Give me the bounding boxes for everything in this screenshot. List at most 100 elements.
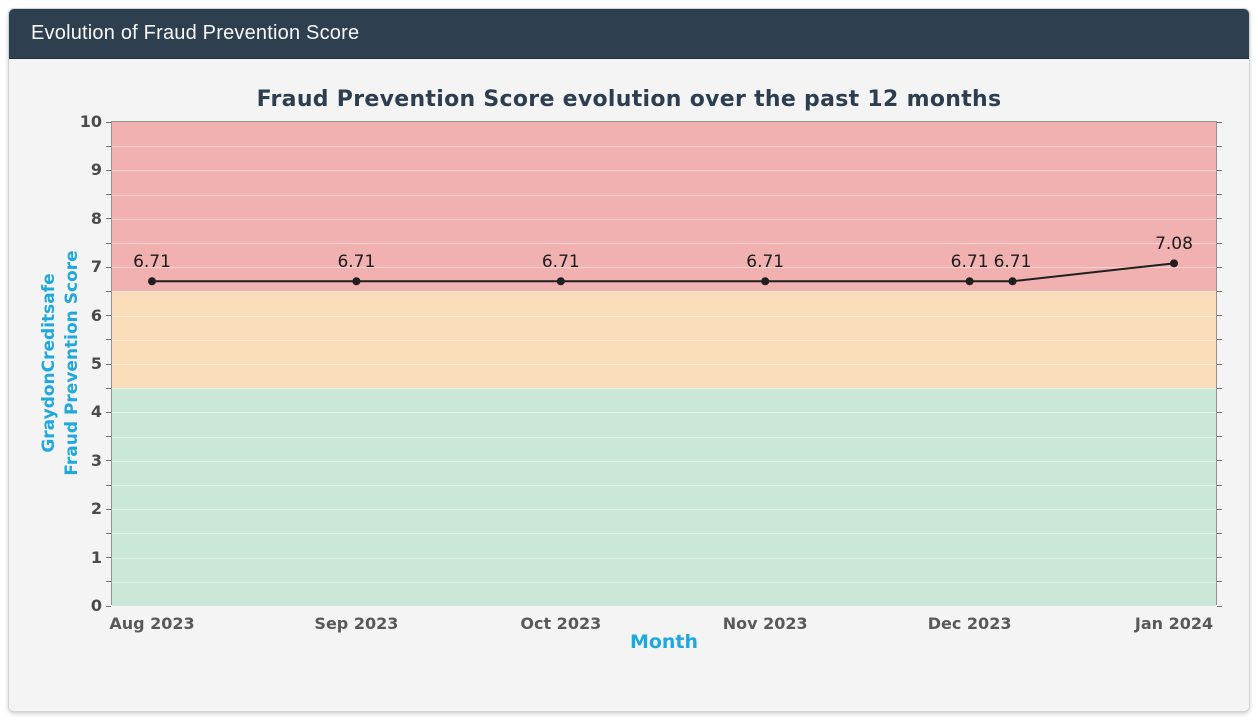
data-point-marker bbox=[761, 277, 770, 286]
gridline bbox=[112, 267, 1216, 269]
y-axis-tick bbox=[106, 218, 111, 220]
gridline bbox=[112, 412, 1216, 414]
gridline bbox=[112, 315, 1216, 317]
low-band bbox=[112, 388, 1216, 606]
y-axis-tick bbox=[1217, 266, 1222, 268]
gridline bbox=[112, 388, 1216, 390]
gridline bbox=[112, 533, 1216, 535]
y-axis-tick bbox=[1217, 218, 1222, 220]
chart-area: Fraud Prevention Score evolution over th… bbox=[9, 59, 1249, 711]
gridline bbox=[112, 170, 1216, 172]
y-axis-title-line2: Fraud Prevention Score bbox=[62, 250, 82, 476]
data-point-label: 6.71 bbox=[541, 252, 580, 273]
gridline bbox=[112, 291, 1216, 293]
y-tick-label: 4 bbox=[90, 402, 102, 422]
y-axis-tick bbox=[1217, 581, 1222, 583]
gridline bbox=[112, 460, 1216, 462]
y-axis-tick bbox=[1217, 532, 1222, 534]
y-axis-tick bbox=[1217, 387, 1222, 389]
data-point-label: 6.71 bbox=[133, 252, 171, 273]
y-axis-tick bbox=[106, 387, 111, 389]
mid-band bbox=[112, 291, 1216, 389]
gridline bbox=[112, 339, 1216, 341]
y-axis-tick bbox=[106, 436, 111, 438]
y-axis-tick bbox=[106, 532, 111, 534]
y-axis-tick bbox=[1217, 145, 1222, 147]
y-axis-tick bbox=[1217, 557, 1222, 559]
y-axis-tick bbox=[1217, 242, 1222, 244]
x-tick-label: Sep 2023 bbox=[314, 614, 399, 633]
y-axis-tick bbox=[1217, 484, 1222, 486]
y-axis-tick bbox=[106, 339, 111, 341]
y-tick-label: 9 bbox=[90, 160, 102, 180]
data-point-label: 6.71 bbox=[746, 252, 785, 273]
data-point-marker bbox=[556, 277, 565, 286]
x-tick-label: Nov 2023 bbox=[722, 614, 808, 633]
gridline bbox=[112, 509, 1216, 511]
y-tick-label: 8 bbox=[90, 208, 102, 228]
y-axis-tick bbox=[1217, 315, 1222, 317]
y-axis-tick bbox=[106, 121, 111, 123]
x-tick-label: Jan 2024 bbox=[1134, 614, 1214, 633]
y-axis-tick bbox=[106, 194, 111, 196]
x-tick-label: Dec 2023 bbox=[927, 614, 1012, 633]
score-line-series bbox=[148, 259, 1178, 286]
plot-area: 0 1 2 3 4 5 6 7 8 9 10 Aug 2023 Sep 2023 Oct 2023 Nov … bbox=[80, 112, 1222, 633]
gridline bbox=[112, 364, 1216, 365]
y-axis-tick bbox=[106, 484, 111, 486]
y-axis-tick bbox=[1217, 411, 1222, 413]
data-point-label: 6.71 bbox=[993, 252, 1032, 273]
gridline bbox=[112, 581, 1216, 583]
y-tick-label: 1 bbox=[90, 547, 102, 567]
y-axis-tick bbox=[106, 315, 111, 317]
y-axis-tick bbox=[106, 290, 111, 292]
panel-title: Evolution of Fraud Prevention Score bbox=[31, 22, 360, 44]
chart-title: Fraud Prevention Score evolution over th… bbox=[256, 87, 1002, 112]
y-axis-tick bbox=[106, 460, 111, 462]
fraud-score-panel: Evolution of Fraud Prevention Score Frau… bbox=[8, 8, 1250, 712]
y-tick-label: 7 bbox=[90, 257, 102, 277]
y-axis-tick bbox=[106, 557, 111, 559]
y-axis-title: GraydonCreditsafe Fraud Prevention Score bbox=[38, 250, 84, 475]
y-axis-tick bbox=[1217, 605, 1222, 607]
data-point-label: 6.71 bbox=[337, 252, 376, 273]
x-tick-label: Oct 2023 bbox=[520, 614, 602, 633]
high-band bbox=[112, 122, 1216, 292]
y-tick-label: 2 bbox=[90, 499, 102, 519]
gridline bbox=[112, 436, 1216, 438]
x-axis-title: Month bbox=[629, 631, 699, 653]
panel-header: Evolution of Fraud Prevention Score bbox=[9, 9, 1249, 59]
y-axis-tick bbox=[106, 411, 111, 413]
x-tick-label: Aug 2023 bbox=[109, 614, 195, 633]
gridline bbox=[112, 194, 1216, 196]
y-tick-label: 0 bbox=[90, 596, 102, 615]
data-point-marker bbox=[965, 277, 974, 286]
y-axis-tick bbox=[1217, 121, 1222, 123]
data-point-marker bbox=[148, 277, 156, 286]
y-axis-tick bbox=[1217, 436, 1222, 438]
y-axis-tick bbox=[106, 145, 111, 147]
y-axis-tick bbox=[106, 363, 111, 365]
y-axis-tick bbox=[106, 242, 111, 244]
y-axis-tick bbox=[106, 581, 111, 583]
y-tick-label: 6 bbox=[90, 305, 102, 325]
y-axis-tick bbox=[1217, 363, 1222, 365]
gridline bbox=[112, 218, 1216, 220]
y-axis-tick bbox=[1217, 169, 1222, 171]
y-tick-label: 3 bbox=[90, 450, 102, 470]
y-axis-tick bbox=[106, 169, 111, 171]
y-axis-tick bbox=[106, 508, 111, 510]
y-axis-tick bbox=[1217, 508, 1222, 510]
gridline bbox=[112, 485, 1216, 486]
data-point-marker bbox=[1170, 259, 1178, 268]
y-axis-tick bbox=[1217, 194, 1222, 196]
y-axis-tick bbox=[1217, 460, 1222, 462]
y-tick-label: 10 bbox=[79, 112, 102, 131]
y-axis-tick bbox=[1217, 339, 1222, 341]
y-tick-label: 5 bbox=[90, 354, 102, 373]
gridline bbox=[112, 557, 1216, 559]
data-point-label: 6.71 bbox=[950, 252, 989, 273]
y-axis-tick bbox=[106, 605, 111, 607]
y-axis-tick bbox=[106, 266, 111, 268]
